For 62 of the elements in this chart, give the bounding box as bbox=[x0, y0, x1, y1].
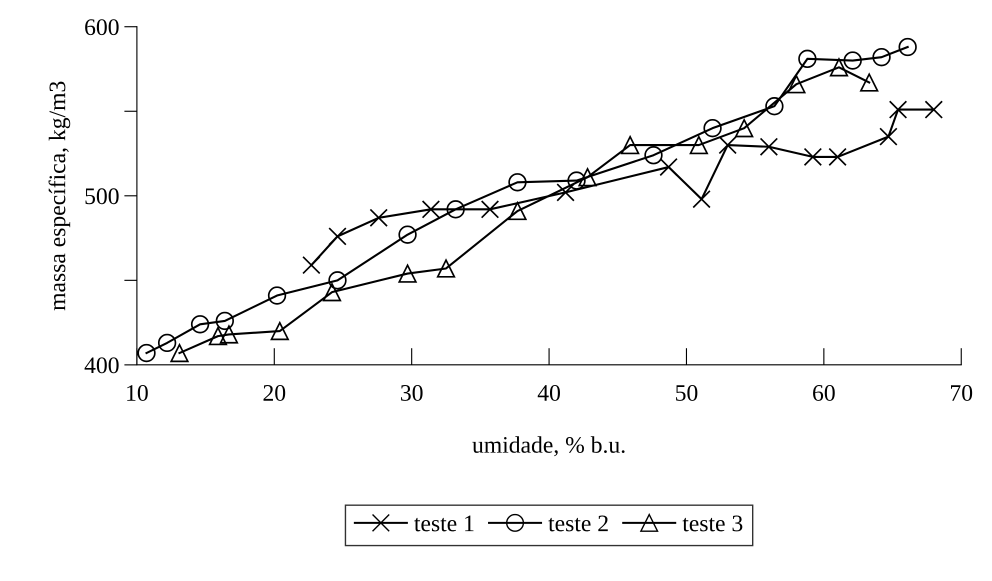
point bbox=[508, 173, 527, 192]
point bbox=[398, 226, 417, 244]
point bbox=[620, 136, 640, 154]
x-tick-label: 10 bbox=[127, 384, 148, 401]
y-tick-label: 500 bbox=[85, 188, 119, 204]
point bbox=[170, 344, 189, 362]
point bbox=[765, 97, 784, 116]
point bbox=[302, 256, 321, 274]
point bbox=[828, 148, 847, 166]
x-tick-label: 70 bbox=[951, 384, 972, 401]
point bbox=[735, 119, 754, 138]
point bbox=[830, 58, 848, 76]
legend-label: teste 1 bbox=[414, 516, 474, 532]
point bbox=[844, 51, 862, 70]
point bbox=[270, 322, 289, 340]
point bbox=[508, 202, 527, 220]
x-tick-label: 50 bbox=[676, 384, 698, 401]
point bbox=[556, 183, 575, 202]
y-tick-label: 600 bbox=[85, 19, 119, 36]
point bbox=[137, 344, 156, 362]
point bbox=[718, 136, 737, 154]
point bbox=[398, 264, 417, 283]
point bbox=[860, 73, 878, 92]
point bbox=[328, 227, 347, 246]
point bbox=[322, 283, 342, 302]
point bbox=[220, 325, 238, 344]
point bbox=[760, 138, 778, 156]
point bbox=[268, 286, 286, 305]
point bbox=[158, 334, 176, 352]
point bbox=[898, 38, 917, 56]
point bbox=[924, 100, 943, 119]
point bbox=[567, 171, 586, 190]
point bbox=[872, 48, 891, 66]
point bbox=[208, 326, 228, 346]
point bbox=[216, 312, 234, 330]
y-axis-title: massa específica, kg/m3 bbox=[48, 82, 70, 310]
x-tick-label: 40 bbox=[538, 384, 560, 401]
point bbox=[690, 136, 708, 154]
point bbox=[436, 259, 456, 278]
y-tick-label: 400 bbox=[84, 357, 119, 374]
point bbox=[370, 208, 388, 227]
point bbox=[422, 200, 440, 218]
x-tick-label: 30 bbox=[401, 384, 423, 401]
point bbox=[692, 190, 711, 208]
point bbox=[787, 75, 806, 94]
point bbox=[446, 200, 465, 218]
point bbox=[480, 200, 500, 218]
point bbox=[879, 127, 898, 146]
point bbox=[804, 148, 822, 166]
legend-label: teste 2 bbox=[548, 516, 608, 532]
legend-label: teste 3 bbox=[682, 516, 742, 532]
x-tick-label: 20 bbox=[264, 384, 286, 401]
point bbox=[328, 271, 347, 290]
point bbox=[888, 100, 908, 119]
point bbox=[703, 119, 722, 138]
x-tick-label: 60 bbox=[813, 384, 835, 401]
point bbox=[798, 50, 817, 68]
x-axis-title: umidade, % b.u. bbox=[472, 436, 625, 456]
point bbox=[644, 146, 663, 164]
point bbox=[578, 168, 597, 186]
point bbox=[659, 158, 678, 176]
point bbox=[190, 315, 210, 334]
